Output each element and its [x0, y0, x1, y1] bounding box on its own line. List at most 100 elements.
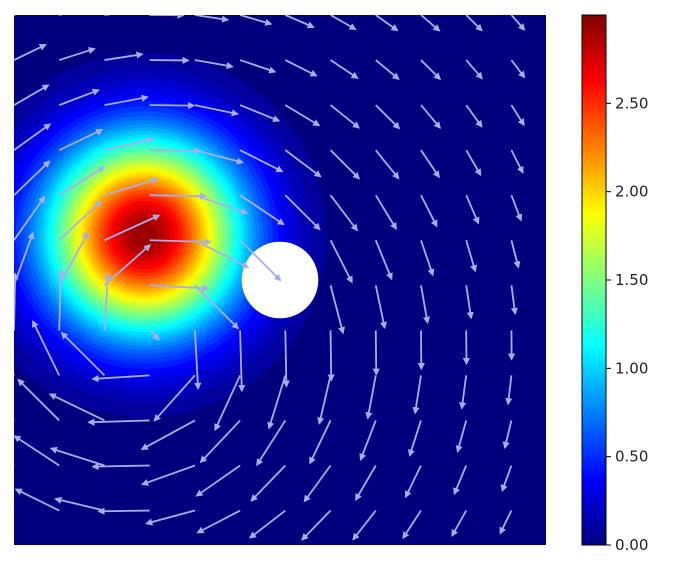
- vector-arrow: [104, 51, 144, 61]
- vector-arrow: [239, 104, 281, 122]
- vector-arrow: [103, 244, 152, 286]
- vector-arrow: [59, 15, 63, 16]
- vector-arrow: [465, 285, 474, 320]
- vector-arrow: [329, 194, 358, 232]
- vector-arrow: [284, 194, 321, 231]
- vector-arrow: [248, 509, 286, 539]
- colorbar: 0.00 0.50 1.00 1.50 2.00 2.50: [581, 14, 648, 554]
- vector-arrow: [355, 465, 377, 501]
- vector-arrow: [412, 375, 422, 415]
- vector-arrow: [267, 375, 287, 430]
- vector-arrow: [14, 418, 15, 421]
- vector-arrow: [196, 509, 241, 534]
- vector-arrow: [194, 104, 239, 117]
- vector-arrow: [149, 329, 160, 341]
- vector-arrow: [451, 510, 467, 537]
- vector-arrow: [195, 464, 241, 497]
- colorbar-tick-label: 1.50: [615, 271, 648, 289]
- vector-arrow: [54, 496, 105, 512]
- vector-arrow: [510, 240, 521, 269]
- vector-arrow: [104, 177, 159, 197]
- vector-arrow: [420, 285, 431, 325]
- vector-arrow: [239, 194, 285, 226]
- vector-arrow: [329, 285, 346, 335]
- vector-arrow: [284, 149, 322, 178]
- vector-arrow: [58, 128, 104, 151]
- vector-arrow: [103, 272, 112, 331]
- vector-arrow: [465, 149, 482, 177]
- vector-arrow: [330, 15, 357, 31]
- vector-arrow: [420, 15, 441, 32]
- vector-arrow: [32, 319, 61, 376]
- vector-arrow: [14, 15, 17, 16]
- vector-arrow: [58, 166, 106, 196]
- vector-arrow: [140, 419, 196, 450]
- vector-arrow: [402, 510, 422, 540]
- vector-arrow: [104, 214, 161, 242]
- vector-arrow: [408, 420, 422, 457]
- colorbar-tick-label: 2.50: [615, 94, 648, 112]
- vector-arrow: [420, 149, 440, 179]
- vector-arrow: [329, 149, 361, 180]
- plot-area: [14, 15, 546, 545]
- vector-arrow: [327, 330, 335, 382]
- vector-field: [14, 15, 526, 541]
- vector-arrow: [14, 509, 15, 511]
- colorbar-tick-label: 1.00: [615, 359, 648, 377]
- colorbar-tick-label: 2.00: [615, 183, 648, 201]
- vector-arrow: [499, 510, 513, 535]
- vector-arrow: [329, 239, 353, 284]
- vector-arrow: [502, 420, 513, 450]
- vector-arrow: [104, 136, 155, 152]
- vector-arrow: [239, 149, 284, 173]
- vector-arrow: [238, 330, 246, 393]
- vector-arrow: [193, 330, 202, 390]
- vector-arrow: [239, 59, 277, 74]
- vector-arrow: [420, 59, 442, 81]
- vector-arrow: [420, 194, 438, 228]
- vector-arrow: [91, 374, 150, 383]
- vector-arrow: [365, 375, 377, 420]
- vector-arrow: [14, 372, 15, 376]
- vector-arrow: [14, 123, 52, 151]
- vector-arrow: [303, 464, 332, 503]
- vector-arrow: [97, 507, 150, 515]
- vector-arrow: [374, 194, 397, 231]
- vector-arrow: [153, 374, 196, 422]
- vector-arrow: [404, 465, 422, 499]
- vector-arrow: [194, 15, 230, 23]
- vector-arrow: [465, 194, 480, 225]
- vector-arrow: [104, 94, 149, 106]
- vector-arrow: [465, 239, 478, 273]
- vector-arrow: [375, 104, 401, 130]
- vector-arrow: [420, 239, 435, 277]
- vector-arrow: [60, 331, 106, 377]
- vector-arrow: [309, 420, 332, 465]
- vector-arrow: [58, 47, 96, 61]
- vector-arrow: [104, 15, 112, 16]
- vector-arrow: [14, 160, 51, 196]
- vector-arrow: [14, 435, 60, 467]
- vector-arrow: [375, 59, 400, 80]
- vector-arrow: [14, 43, 47, 61]
- vector-arrow: [510, 59, 526, 79]
- colorbar-ticks: 0.00 0.50 1.00 1.50 2.00 2.50: [606, 94, 648, 554]
- vector-arrow: [301, 509, 332, 541]
- vector-arrow: [14, 488, 60, 512]
- vector-arrow: [510, 285, 518, 316]
- vector-arrow: [330, 59, 359, 79]
- vector-arrow: [465, 59, 483, 80]
- vector-arrow: [375, 149, 400, 180]
- vector-arrow: [14, 272, 19, 331]
- vector-arrow: [58, 88, 100, 106]
- vector-arrow: [49, 446, 105, 467]
- colorbar-tick-label: 0.00: [615, 536, 648, 554]
- vector-arrow: [284, 104, 321, 127]
- vector-arrow: [214, 375, 241, 432]
- vector-arrow: [459, 375, 468, 410]
- vector-arrow: [374, 239, 393, 281]
- vector-arrow: [239, 15, 273, 26]
- vector-arrow: [284, 15, 315, 29]
- contour-level: [131, 221, 158, 249]
